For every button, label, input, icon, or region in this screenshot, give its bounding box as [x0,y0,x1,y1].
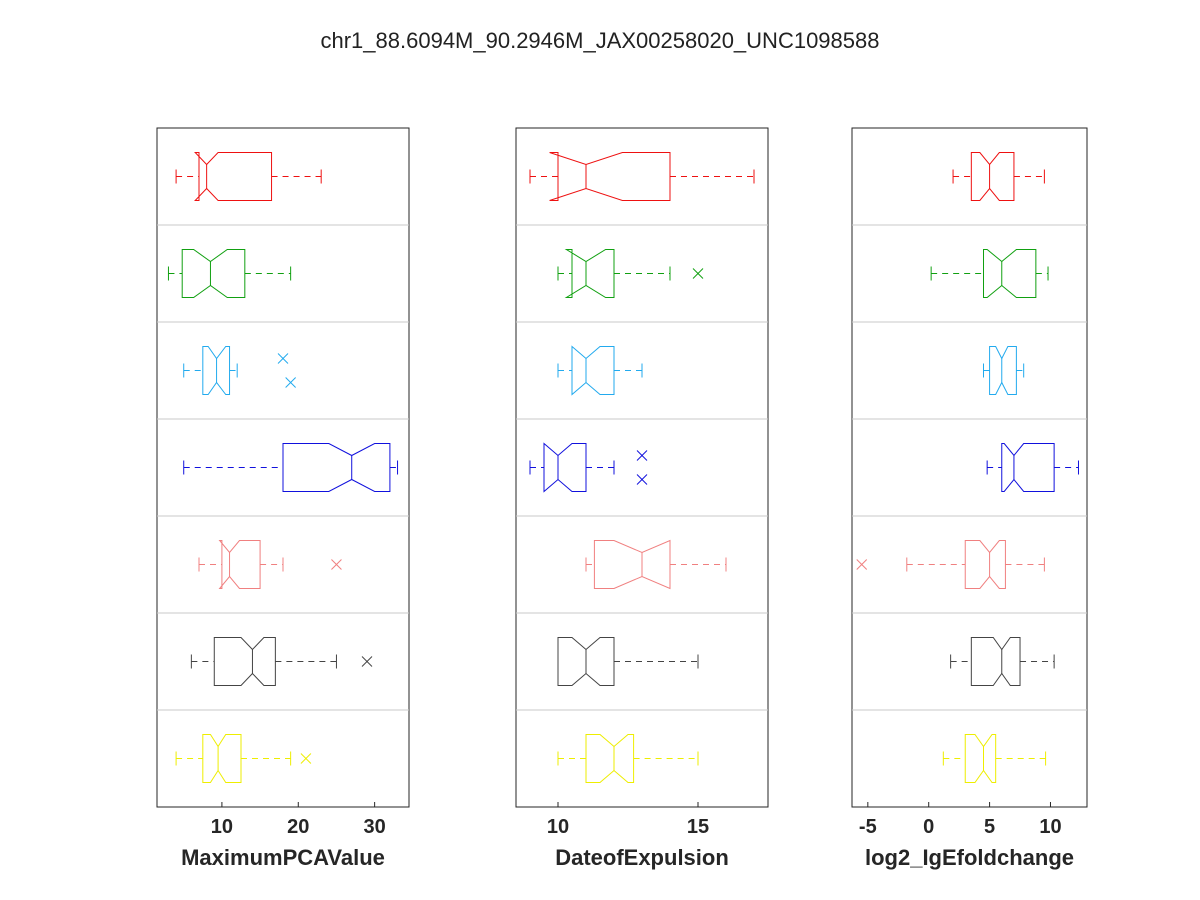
boxplot-panel-2: 10 15 DateofExpulsion [515,127,769,870]
outlier-stroke [277,353,289,364]
notched-box [564,249,615,298]
x-tick-label: 10 [547,816,569,838]
outlier-stroke [285,377,296,388]
outlier-marker [331,559,342,570]
notched-box [543,442,587,493]
box-6 [950,637,1055,686]
box-7 [175,734,312,783]
outlier-stroke [300,753,312,764]
figure-title: chr1_88.6094M_90.2946M_JAX00258020_UNC10… [320,28,880,53]
notched-box [970,152,1015,201]
box-6 [190,637,373,686]
box-4 [183,443,399,492]
notched-box [571,345,615,396]
notched-box [202,734,242,783]
boxplot-panel-3: -5 0 5 10 log2_IgEfoldchange [851,127,1088,870]
x-tick-label: 0 [923,816,934,838]
notched-box [282,443,391,492]
box-1 [529,152,755,201]
box-5 [585,539,727,590]
notched-box [213,637,276,686]
notched-box [1001,443,1055,492]
box-7 [557,734,699,783]
x-tick-label: 15 [687,816,709,838]
notched-box [549,152,671,201]
box-5 [198,540,342,589]
x-tick-label: 20 [287,816,309,838]
notched-box [585,734,635,783]
plot-frame [156,127,410,808]
outlier-marker [277,353,289,364]
box-1 [175,152,322,201]
notched-box [218,540,261,589]
x-tick-label: -5 [859,816,877,838]
notched-box [194,152,273,201]
box-4 [529,442,648,493]
x-tick-label: 10 [211,816,233,838]
plot-frame [851,127,1088,808]
notched-box [970,637,1021,686]
boxplot-panel-1: 10 20 30 MaximumPCAValue [156,127,410,870]
notched-box [989,346,1017,395]
outlier-stroke [636,450,648,461]
box-2 [930,249,1049,298]
x-tick-label: 30 [364,816,386,838]
box-2 [167,249,292,298]
box-3 [557,345,643,396]
x-tick-label: 5 [984,816,995,838]
box-4 [986,443,1079,492]
box-7 [942,734,1047,783]
outlier-marker [361,656,373,667]
outlier-marker [692,268,704,279]
notched-box [964,540,1006,589]
box-2 [557,249,704,298]
notched-box [181,249,246,298]
outlier-marker [636,474,648,485]
plot-frame [515,127,769,808]
notched-box [983,249,1037,298]
box-3 [983,346,1025,395]
box-5 [856,540,1045,589]
outlier-marker [856,559,868,570]
outlier-stroke [856,559,868,570]
notched-box [557,637,615,686]
box-3 [183,346,296,395]
x-axis-label: log2_IgEfoldchange [865,845,1074,870]
box-1 [952,152,1045,201]
notched-box [593,539,671,590]
outlier-marker [636,450,648,461]
x-axis-label: DateofExpulsion [555,845,729,870]
x-axis-label: MaximumPCAValue [181,845,385,870]
box-6 [557,637,699,686]
outlier-stroke [331,559,342,570]
notched-box [964,734,997,783]
notched-box [202,346,231,395]
outlier-stroke [361,656,373,667]
outlier-marker [300,753,312,764]
outlier-stroke [692,268,704,279]
x-tick-label: 10 [1039,816,1061,838]
outlier-marker [285,377,296,388]
outlier-stroke [636,474,648,485]
